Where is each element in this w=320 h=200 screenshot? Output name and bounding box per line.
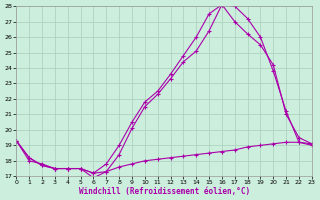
X-axis label: Windchill (Refroidissement éolien,°C): Windchill (Refroidissement éolien,°C) [78, 187, 250, 196]
